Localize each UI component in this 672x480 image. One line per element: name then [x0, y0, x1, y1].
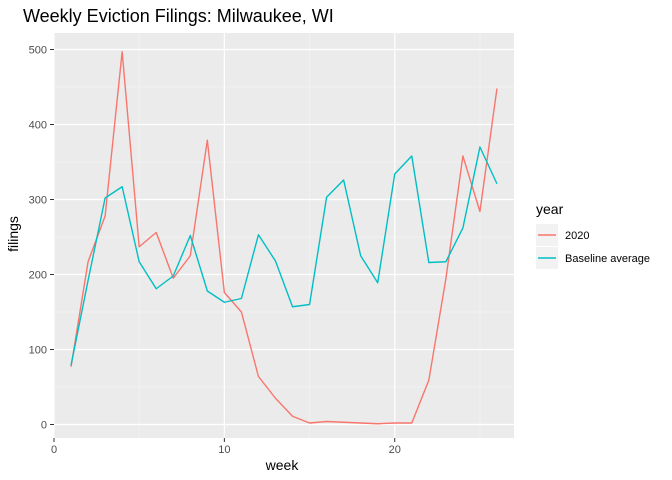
- major-gridlines: [53, 33, 514, 438]
- legend-label-1: Baseline average: [565, 253, 650, 265]
- legend-title: year: [536, 201, 564, 217]
- x-tick-label: 0: [51, 444, 57, 456]
- y-tick-label: 0: [41, 420, 47, 432]
- series-lines: [70, 51, 498, 425]
- x-tick-label: 20: [389, 444, 401, 456]
- series-line-0: [70, 51, 498, 425]
- x-axis: 0 10 20: [51, 438, 401, 456]
- x-axis-title: week: [265, 457, 300, 473]
- y-tick-label: 500: [29, 45, 47, 57]
- chart-title: Weekly Eviction Filings: Milwaukee, WI: [23, 6, 334, 26]
- y-tick-label: 200: [29, 270, 47, 282]
- legend: year 2020 Baseline average: [536, 201, 650, 269]
- y-tick-label: 400: [29, 120, 47, 132]
- x-tick-label: 10: [218, 444, 230, 456]
- plot-panel: [54, 33, 514, 438]
- legend-label-0: 2020: [565, 230, 589, 242]
- y-axis-title: filings: [5, 216, 21, 252]
- y-tick-label: 300: [29, 195, 47, 207]
- series-line-1: [70, 146, 498, 366]
- minor-gridlines: [54, 33, 514, 438]
- y-tick-label: 100: [29, 345, 47, 357]
- y-axis: 0 100 200 300 400 500: [29, 45, 54, 432]
